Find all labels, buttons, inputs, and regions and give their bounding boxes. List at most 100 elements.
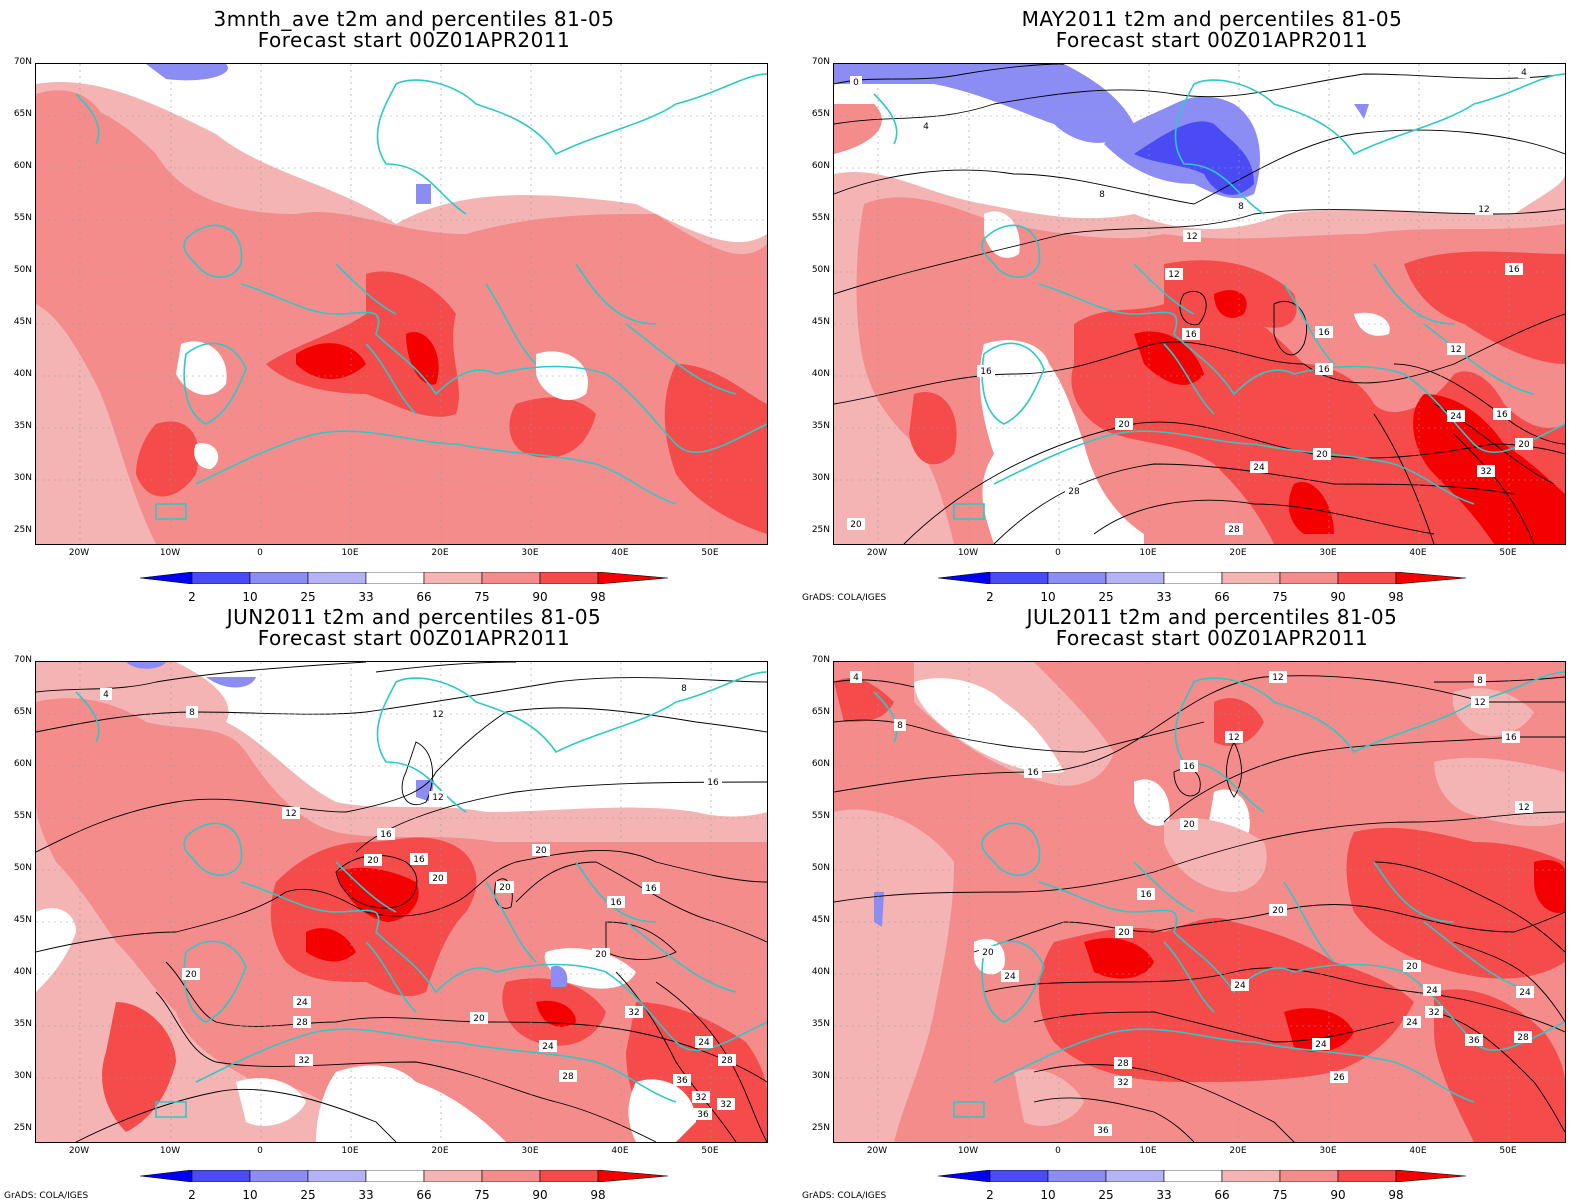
contour-label-box [678, 682, 690, 694]
colorbar-label: 98 [1388, 590, 1404, 604]
contour-label: 8 [1238, 202, 1244, 212]
lon-tick-label: 50E [701, 548, 719, 558]
percentile-shading [36, 662, 767, 1142]
lon-tick-label: 30E [1319, 548, 1337, 558]
contour-label: 12 [1478, 205, 1489, 215]
lat-tick-label: 60N [811, 759, 830, 769]
contour-label: 20 [499, 883, 511, 893]
panel-subtitle: Forecast start 00Z01APR2011 [1055, 626, 1369, 650]
lat-tick-label: 65N [811, 109, 830, 119]
lon-tick-label: 0 [1055, 1146, 1061, 1156]
contour-label-box [1315, 363, 1333, 375]
contour-label: 8 [1477, 676, 1483, 686]
contour-label: 24 [1406, 1018, 1418, 1028]
colorbar-label: 25 [300, 1188, 316, 1202]
lat-tick-label: 70N [811, 655, 830, 665]
colorbar-swatch [1221, 572, 1281, 584]
lat-tick-label: 35N [811, 1019, 830, 1029]
credit-text: GrADS: COLA/IGES [802, 1191, 887, 1201]
contour-label-box [470, 1012, 488, 1024]
colorbar-label: 2 [986, 1188, 994, 1202]
contour-label: 8 [681, 684, 687, 694]
lat-tick-label: 40N [811, 369, 830, 379]
colorbar-swatch [989, 572, 1049, 584]
colorbar-swatch [539, 1170, 599, 1182]
contour-label-box [1024, 766, 1042, 778]
colorbar-swatch [249, 572, 309, 584]
colorbar-swatch [597, 1170, 668, 1182]
colorbar-label: 10 [242, 1188, 258, 1202]
contour-label: 16 [1318, 365, 1330, 375]
contour-label-box [1231, 979, 1249, 991]
contour-label: 20 [1118, 420, 1130, 430]
colorbar-label: 33 [358, 590, 374, 604]
colorbar-swatch [249, 1170, 309, 1182]
panel-subtitle: Forecast start 00Z01APR2011 [257, 626, 571, 650]
colorbar-swatch [1337, 572, 1397, 584]
contour-label: 32 [298, 1056, 309, 1066]
contour-label: 28 [1517, 1033, 1529, 1043]
colorbar-swatch [597, 572, 668, 584]
contour-label: 12 [1168, 270, 1179, 280]
contour-label-box [850, 671, 862, 683]
panel-title: MAY2011 t2m and percentiles 81-05 [1021, 7, 1403, 31]
contour-label: 24 [1253, 463, 1265, 473]
lat-tick-label: 30N [13, 473, 32, 483]
contour-label-box [186, 706, 198, 718]
lon-tick-label: 10E [341, 548, 359, 558]
lat-tick-label: 70N [13, 655, 32, 665]
contours [834, 64, 1565, 544]
contour-label: 28 [1228, 525, 1240, 535]
contour-label-box [377, 828, 395, 840]
lat-tick-label: 25N [13, 1123, 32, 1133]
contour-label: 28 [1117, 1059, 1129, 1069]
contour-label: 16 [707, 778, 719, 788]
contour-label-box [1115, 926, 1133, 938]
lon-tick-label: 20W [866, 548, 888, 558]
contour-label-box [182, 968, 200, 980]
map-area: 4 8 8 12 12 16 16 12 16 20 20 20 20 20 16 16 20 24 28 32 20 2… [35, 661, 768, 1143]
colorbar-label: 2 [188, 590, 196, 604]
lat-tick-label: 55N [13, 213, 32, 223]
lat-tick-label: 65N [13, 707, 32, 717]
contour-labels: 4 8 8 12 12 16 16 12 16 20 20 20 20 20 16 16 20 24 28 32 20 2… [100, 682, 736, 1120]
contour-label: 20 [432, 874, 444, 884]
contour-label: 36 [697, 1110, 709, 1120]
contour-label: 24 [1004, 972, 1016, 982]
contour-label-box [1502, 731, 1520, 743]
colorbar-label: 33 [358, 1188, 374, 1202]
contour-label: 32 [628, 1008, 639, 1018]
contour-label-box [920, 120, 932, 132]
contour-label: 4 [103, 690, 109, 700]
contour-label: 20 [1183, 820, 1195, 830]
colorbar-label: 98 [1388, 1188, 1404, 1202]
lat-tick-label: 65N [811, 707, 830, 717]
contour-label-box [1425, 1006, 1443, 1018]
contour-label: 16 [1140, 890, 1152, 900]
panel-title: 3mnth_ave t2m and percentiles 81-05 [213, 7, 615, 31]
lat-tick-label: 40N [13, 967, 32, 977]
contour-label: 32 [720, 1100, 731, 1110]
contour-label-box [1250, 461, 1268, 473]
contour-label-box [1180, 818, 1198, 830]
lat-tick-label: 70N [13, 57, 32, 67]
lon-tick-label: 10E [341, 1146, 359, 1156]
contour-labels: 0 4 4 8 8 12 12 12 16 16 16 16 16 12 16 20 20 24 24 28 20 32 2… [847, 66, 1533, 535]
lat-tick-label: 50N [13, 265, 32, 275]
colorbar-swatch [481, 572, 541, 584]
contour-label: 16 [645, 884, 657, 894]
contour-label: 28 [562, 1072, 574, 1082]
panel-3month: 3mnth_ave t2m and percentiles 81-05 Fore… [0, 0, 798, 604]
contour-label-box [718, 1054, 736, 1066]
grid [36, 64, 767, 544]
contour-label: 28 [721, 1056, 733, 1066]
colorbar-label: 25 [1098, 1188, 1114, 1202]
contour-label-box [1474, 674, 1486, 686]
coastlines [75, 671, 767, 1118]
colorbar-swatch [365, 1170, 425, 1182]
percentile-shading [834, 64, 1565, 544]
contour-label: 16 [1508, 265, 1520, 275]
colorbar-swatch [1163, 572, 1223, 584]
contour-label: 4 [853, 673, 859, 683]
contour-label-box [894, 719, 906, 731]
